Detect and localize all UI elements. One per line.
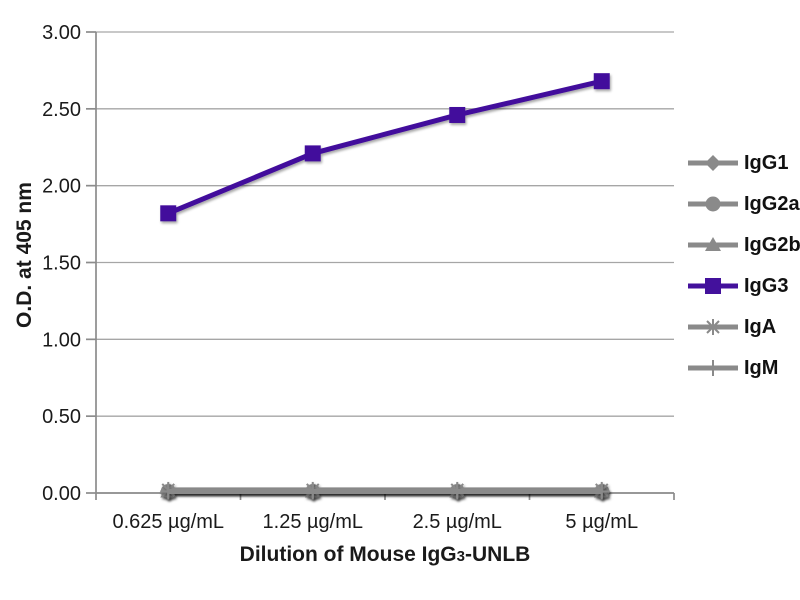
series-line — [167, 78, 603, 216]
triangle-marker-icon — [705, 237, 721, 251]
y-tick-label: 3.00 — [42, 22, 81, 44]
y-tick-label: 2.50 — [42, 99, 81, 121]
square-marker-icon — [593, 73, 610, 90]
plus-marker-icon — [160, 483, 177, 500]
legend-item-IgG2b: IgG2b — [687, 232, 800, 258]
legend-label: IgG2b — [744, 233, 800, 256]
legend-label: IgG2a — [744, 192, 800, 215]
y-tick-label: 2.00 — [42, 176, 81, 198]
legend-item-IgG2a: IgG2a — [687, 191, 800, 217]
y-tick-label: 0.00 — [42, 483, 81, 505]
square-marker-icon — [449, 106, 466, 123]
legend-item-IgG1: IgG1 — [687, 150, 800, 176]
legend-item-IgM: IgM — [687, 355, 800, 381]
legend-plus-icon — [688, 360, 738, 376]
square-marker-icon — [304, 145, 321, 162]
plus-marker-icon — [593, 483, 610, 500]
square-marker-icon — [705, 278, 721, 294]
circle-marker-icon — [705, 196, 721, 212]
plus-marker-icon — [304, 483, 321, 500]
legend-item-IgG3: IgG3 — [687, 273, 800, 299]
x-tick-label: 0.625 µg/mL — [112, 511, 224, 533]
x-axis-title-suffix: -UNLB — [465, 543, 531, 566]
series-IgG3 — [160, 73, 610, 222]
y-tick-label: 0.50 — [42, 406, 81, 428]
legend-label: IgG3 — [744, 274, 789, 297]
x-tick-label: 1.25 µg/mL — [263, 511, 363, 533]
plus-marker-icon — [705, 360, 721, 376]
x-tick-label: 2.5 µg/mL — [413, 511, 502, 533]
asterisk-marker-icon — [706, 319, 720, 335]
legend-label: IgG1 — [744, 151, 789, 174]
legend-triangle-icon — [688, 237, 738, 251]
x-tick-label: 5 µg/mL — [565, 511, 638, 533]
square-marker-icon — [160, 205, 177, 222]
legend-item-IgA: IgA — [687, 314, 800, 340]
legend-asterisk-icon — [688, 319, 738, 335]
series-IgM — [160, 483, 610, 500]
legend-square-icon — [688, 278, 738, 294]
legend: IgG1 IgG2a IgG2b IgG3 IgA IgM — [687, 150, 800, 396]
y-tick-label: 1.00 — [42, 329, 81, 351]
legend-label: IgM — [744, 356, 779, 379]
x-axis-title: Dilution of Mouse IgG3-UNLB — [96, 543, 674, 567]
legend-circle-icon — [688, 196, 738, 212]
diamond-marker-icon — [705, 155, 721, 171]
y-tick-label: 1.50 — [42, 253, 81, 275]
legend-diamond-icon — [688, 155, 738, 171]
x-axis-title-text: Dilution of Mouse IgG — [239, 543, 457, 566]
x-axis-title-subscript: 3 — [456, 548, 465, 565]
legend-label: IgA — [744, 315, 777, 338]
plus-marker-icon — [449, 483, 466, 500]
